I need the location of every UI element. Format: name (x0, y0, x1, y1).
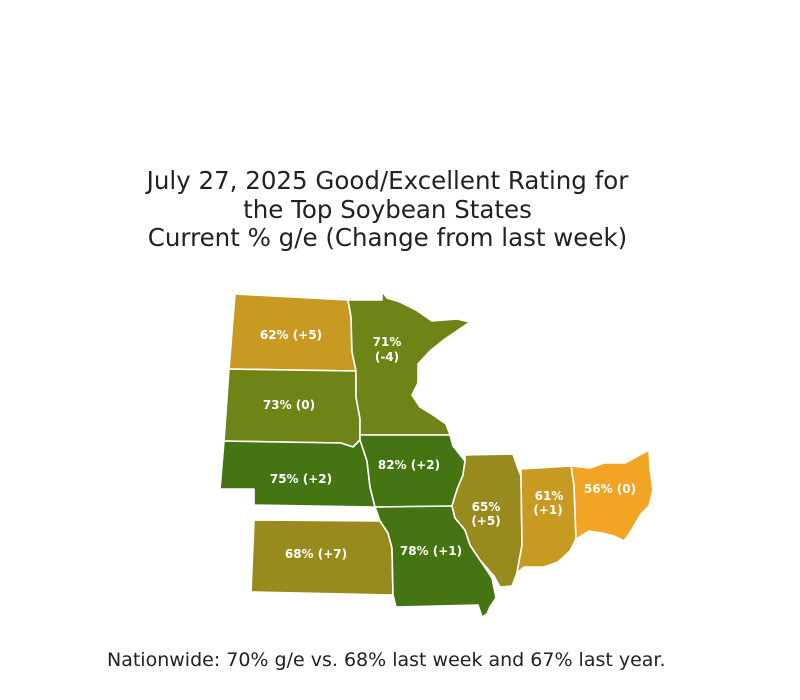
title-line-2: the Top Soybean States (243, 194, 532, 224)
state-ohio[interactable] (570, 449, 654, 542)
label-minnesota-pct: 71% (373, 335, 402, 349)
label-illinois-pct: 65% (472, 500, 501, 514)
label-illinois-change: (+5) (471, 514, 500, 528)
label-iowa: 82% (+2) (378, 458, 440, 472)
state-indiana[interactable] (516, 465, 577, 574)
nationwide-footnote: Nationwide: 70% g/e vs. 68% last week an… (107, 649, 666, 671)
label-nebraska: 75% (+2) (270, 472, 332, 486)
label-indiana-pct: 61% (535, 489, 564, 503)
label-minnesota-change: (-4) (375, 350, 399, 364)
label-north-dakota: 62% (+5) (260, 328, 322, 342)
label-indiana-change: (+1) (533, 503, 562, 517)
label-south-dakota: 73% (0) (263, 398, 315, 412)
title-line-1: July 27, 2025 Good/Excellent Rating for (146, 166, 629, 195)
title-line-3: Current % g/e (Change from last week) (147, 223, 628, 252)
label-kansas: 68% (+7) (285, 547, 347, 561)
label-missouri: 78% (+1) (400, 544, 462, 558)
map-title: July 27, 2025 Good/Excellent Rating for … (0, 166, 775, 253)
state-minnesota[interactable] (347, 290, 471, 436)
label-ohio: 56% (0) (584, 482, 636, 496)
